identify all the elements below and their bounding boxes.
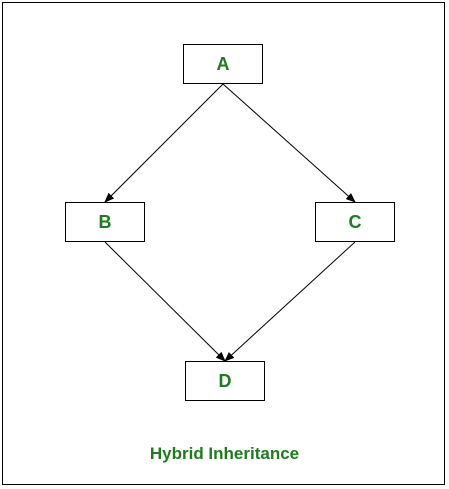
class-label-b: B bbox=[98, 211, 112, 232]
class-box-c: C bbox=[315, 202, 395, 242]
diagram-caption: Hybrid Inheritance bbox=[149, 444, 300, 463]
diagram-frame bbox=[2, 2, 445, 485]
edge-a-to-c bbox=[222, 83, 356, 203]
edge-a-to-b bbox=[104, 83, 224, 203]
edge-c-to-d bbox=[224, 241, 356, 362]
class-label-c: C bbox=[348, 211, 362, 232]
class-label-d: D bbox=[218, 370, 232, 391]
class-label-a: A bbox=[216, 53, 230, 74]
class-box-b: B bbox=[65, 202, 145, 242]
edge-b-to-d bbox=[104, 241, 226, 362]
class-box-a: A bbox=[183, 44, 263, 84]
class-box-d: D bbox=[185, 361, 265, 401]
